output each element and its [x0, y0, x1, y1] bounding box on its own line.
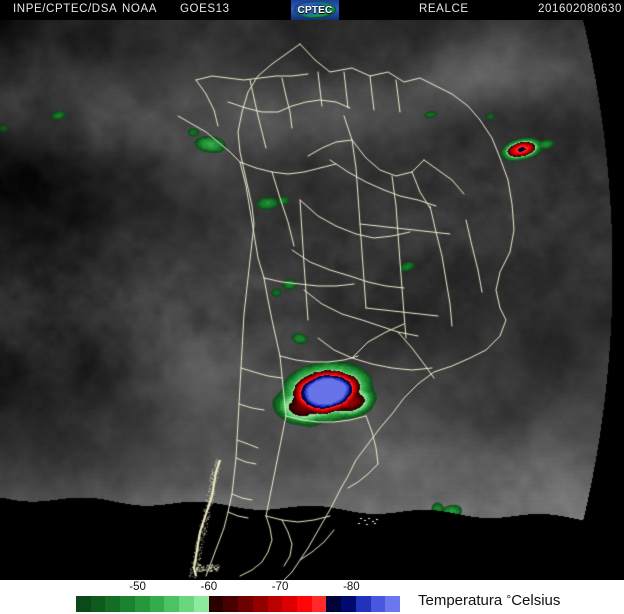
colorbar-swatch	[120, 596, 135, 612]
colorbar-swatch	[179, 596, 194, 612]
colorbar-swatch	[370, 596, 386, 612]
colorbar-swatch	[341, 596, 356, 612]
legend-bar: -50 -60 -70 -80 Temperatura °Celsius	[0, 580, 624, 614]
colorbar-swatch	[223, 596, 239, 612]
colorbar-swatch	[238, 596, 253, 612]
satellite-image	[0, 20, 624, 580]
colorbar-tick-label: -60	[200, 581, 218, 593]
colorbar-ticks: -50 -60 -70 -80	[76, 580, 400, 596]
colorbar-swatch	[134, 596, 150, 612]
colorbar-swatch	[252, 596, 268, 612]
colorbar-title: Temperatura	[418, 592, 503, 609]
colorbar-swatch	[267, 596, 283, 612]
colorbar-tick-label: -50	[129, 581, 146, 593]
colorbar-swatch	[311, 596, 327, 612]
colorbar-swatch	[385, 596, 401, 612]
colorbar-swatch	[282, 596, 298, 612]
colorbar-swatch	[164, 596, 180, 612]
header-product: REALCE	[419, 3, 469, 15]
colorbar-swatch	[208, 596, 224, 612]
globe-icon	[294, 1, 336, 18]
colorbar-tick-label: -80	[343, 581, 360, 593]
colorbar-swatch	[326, 596, 342, 612]
colorbar-unit: Celsius	[511, 592, 561, 609]
colorbar-swatch	[105, 596, 121, 612]
colorbar-tick-label: -70	[271, 581, 289, 593]
header-satellite: GOES13	[180, 3, 230, 15]
degree-symbol: °	[506, 592, 512, 606]
colorbar-swatch	[355, 596, 371, 612]
colorbar-swatch	[76, 596, 91, 612]
colorbar-swatch	[90, 596, 106, 612]
header-source: NOAA	[122, 3, 157, 15]
satellite-image-canvas	[0, 20, 624, 580]
cptec-logo-label: CPTEC	[297, 4, 333, 16]
header-bar: INPE/CPTEC/DSA NOAA GOES13 CPTEC REALCE …	[0, 0, 624, 20]
colorbar-swatch	[193, 596, 209, 612]
colorbar	[76, 596, 401, 612]
header-timestamp: 201602080630	[538, 3, 622, 15]
header-agency: INPE/CPTEC/DSA	[13, 3, 118, 15]
cptec-logo: CPTEC	[291, 0, 339, 20]
colorbar-swatch	[297, 596, 312, 612]
colorbar-label: Temperatura °Celsius	[418, 592, 560, 609]
colorbar-swatch	[149, 596, 165, 612]
